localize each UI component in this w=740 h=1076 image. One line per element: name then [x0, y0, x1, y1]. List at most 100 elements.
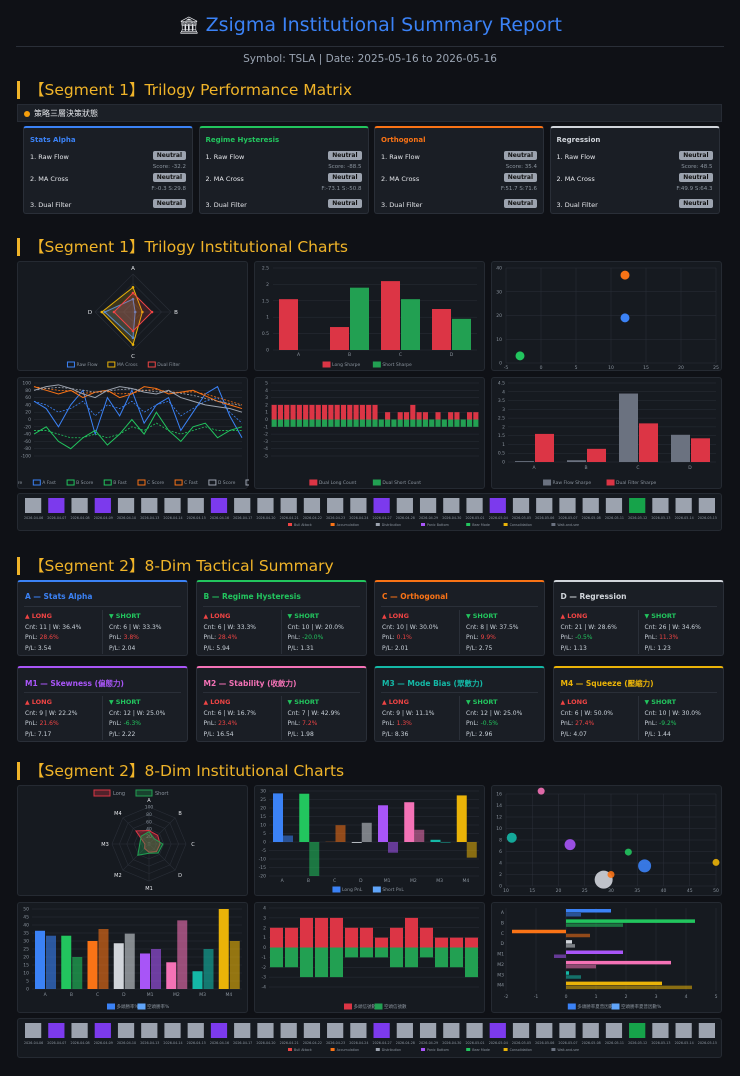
pnl-row: PnL: 3.8% [109, 633, 162, 644]
tick-label: 5 [715, 994, 718, 1000]
status-badge: Neutral [679, 199, 713, 208]
pnl-row: PnL: -20.0% [288, 633, 344, 644]
legend-swatch [551, 1048, 556, 1051]
radar-point [131, 329, 135, 333]
legend-swatch [32, 479, 41, 486]
long-heading: ▲ LONG [560, 698, 588, 706]
tick-label: 40 [23, 923, 29, 929]
bar [465, 937, 478, 948]
timeline-date: 2026-04-08 [70, 1041, 89, 1045]
radar-axis-label: C [131, 354, 135, 360]
short-heading: ▼ SHORT [287, 698, 320, 706]
scatter-point [712, 858, 720, 866]
tick-label: 10 [608, 365, 614, 371]
pnl-value: -0.5% [480, 720, 499, 727]
timeline-cell [536, 498, 553, 513]
tick-label: 20 [25, 410, 31, 416]
radar-axis-label: M1 [145, 886, 153, 892]
legend-swatch [107, 361, 116, 368]
tactical-card: M3 — Mode Bias (眾數力) ▲ LONG Cnt: 9 | W: 11… [374, 666, 545, 742]
bar [435, 419, 441, 427]
tactical-card-title: M3 — Mode Bias (眾數力) [382, 679, 483, 688]
long-heading: ▲ LONG [25, 612, 52, 620]
timeline-cell [25, 498, 42, 513]
legend-label: B Fast [113, 480, 127, 486]
profit-factor: P/L: 1.44 [644, 730, 671, 738]
tick-label: 0 [540, 365, 543, 371]
bar [450, 937, 463, 948]
legend-swatch [135, 789, 153, 797]
bar [691, 438, 710, 462]
timeline-cell [141, 1023, 158, 1038]
card-separator [102, 696, 103, 740]
tick-label: -5 [504, 365, 509, 371]
long-column: ▲ LONG Cnt: 9 | W: 11.1% PnL: 1.3% P/L: 8.3… [382, 697, 435, 740]
status-badge: Neutral [503, 151, 537, 160]
legend-label: C Score [147, 480, 164, 486]
legend-swatch [332, 886, 341, 893]
tactical-card-title: M1 — Skewness (偏態力) [25, 679, 124, 688]
timeline-date: 2026-04-22 [303, 1041, 322, 1045]
legend-label: Raw Flow [76, 362, 97, 368]
bar [303, 404, 309, 420]
radar-axis [148, 843, 176, 871]
timeline-date: 2026-04-29 [419, 1041, 438, 1045]
matrix-card: Regime Hysteresis 1. Raw Flow Neutral Score… [198, 126, 369, 214]
radar-point [131, 286, 135, 289]
trade-count: Cnt: 11 | W: 36.4% [25, 623, 82, 631]
legend-label: 空頭信號數 [384, 1003, 407, 1010]
long-heading: ▲ LONG [25, 698, 52, 706]
legend-swatch [372, 886, 381, 893]
tick-label: 50 [23, 907, 29, 913]
bar [285, 947, 298, 968]
bar [401, 299, 420, 350]
section-s2-summary: 【Segment 2】8-Dim Tactical Summary [17, 557, 334, 575]
bar [388, 842, 398, 853]
legend-label: Wait-and-see [557, 523, 579, 527]
timeline-date: 2026-05-06 [535, 516, 554, 520]
pnl-row: PnL: 28.4% [204, 633, 257, 644]
tick-label: D [688, 465, 692, 471]
status-badge: Neutral [152, 199, 186, 208]
chart-s2-timeline: 2026-04-06 2026-04-07 2026-04-08 2026-04-09… [17, 1018, 722, 1058]
bar [330, 327, 349, 350]
legend-label: 空頭勝率夏普因數% [621, 1003, 662, 1010]
bar [566, 975, 581, 979]
timeline-date: 2026-05-01 [465, 516, 484, 520]
pnl-label: PnL: [644, 720, 660, 727]
tick-label: -20 [259, 874, 266, 880]
status-badge: Neutral [679, 173, 713, 182]
profit-factor: P/L: 1.23 [644, 644, 671, 652]
bar [300, 947, 313, 978]
timeline-date: 2026-04-13 [140, 516, 159, 520]
card-divider [381, 692, 538, 693]
bar [405, 947, 418, 968]
pnl-value: 27.4% [575, 720, 595, 727]
timeline-cell [675, 498, 692, 513]
trade-count: Cnt: 10 | W: 30.0% [644, 709, 701, 717]
pnl-row: PnL: 28.6% [25, 633, 81, 644]
timeline-cell [605, 1023, 623, 1038]
bar [315, 947, 328, 978]
timeline-cell [466, 1023, 483, 1038]
timeline-cell [582, 498, 599, 513]
tick-label: A [501, 910, 505, 916]
tick-label: -3 [264, 439, 269, 445]
timeline-cell [94, 498, 111, 513]
radar-point [131, 297, 135, 301]
tick-label: 14 [496, 803, 502, 809]
timeline-cell [234, 498, 251, 513]
bar [448, 419, 454, 427]
legend-label: Short PnL [382, 887, 404, 893]
legend-label: Accumulation [337, 523, 359, 527]
legend-label: Bear Mode [472, 1048, 490, 1052]
tick-label: 0 [265, 417, 268, 423]
bar [378, 805, 388, 842]
tick-label: -100 [21, 454, 31, 460]
bar [390, 947, 403, 968]
scatter-point [564, 839, 576, 851]
bar [296, 419, 302, 427]
triangle-down-icon: ▼ [644, 613, 652, 620]
tick-label: M3 [436, 878, 443, 884]
card-divider [559, 692, 717, 693]
